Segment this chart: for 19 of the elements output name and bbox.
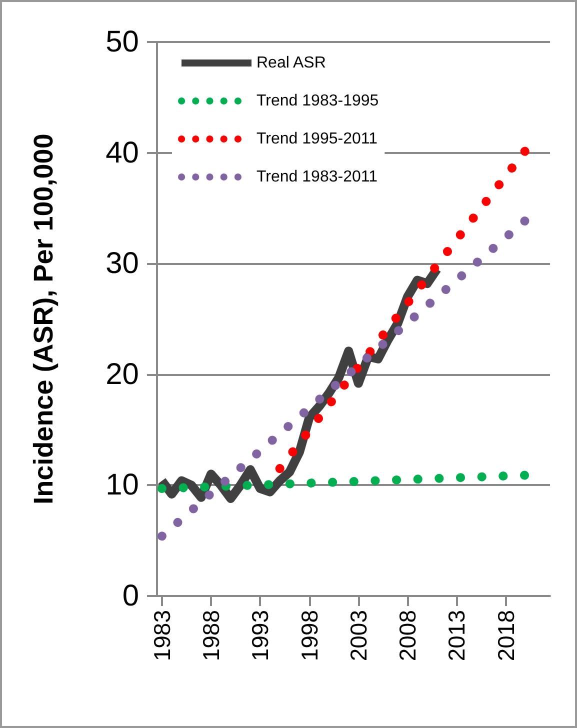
x-tick-label: 2013 [444,610,470,662]
legend-label: Real ASR [256,54,326,72]
legend-label: Trend 1995-2011 [256,130,378,148]
y-axis-title: Incidence (ASR), Per 100,000 [28,134,58,504]
x-tick-label: 1988 [198,610,224,662]
y-tick-label: 0 [122,580,139,612]
x-tick-label: 2003 [345,610,372,662]
legend-label: Trend 1983-2011 [256,168,378,186]
y-tick-label: 50 [106,26,139,58]
legend-label: Trend 1983-1995 [256,92,379,110]
y-tick-label: 30 [106,247,139,280]
x-tick-label: 1983 [148,610,175,662]
x-tick-label: 2018 [492,610,519,662]
y-tick-label: 40 [106,136,139,170]
x-tick-label: 2008 [394,610,421,662]
x-tick-label: 1993 [247,610,274,662]
y-tick-label: 10 [106,468,139,502]
x-tick-label: 1998 [296,610,322,662]
y-tick-label: 20 [106,358,139,391]
